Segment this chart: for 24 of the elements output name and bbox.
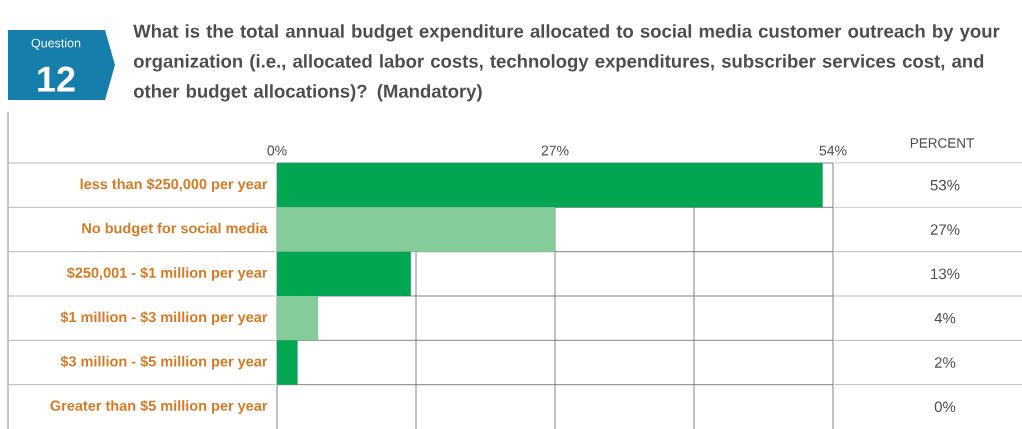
x-tick-label: 0% [267,145,287,156]
data-label: 53% [930,179,960,191]
data-label: 0% [934,401,956,413]
bar [277,251,411,297]
y-tick-label: $3 million - $5 million per year [60,355,268,370]
bar [277,163,823,208]
data-label: 2% [934,357,956,368]
y-tick-label: less than $250,000 per year [80,178,268,193]
data-label: 27% [930,224,960,235]
text: 12 [38,66,75,92]
bar [277,296,319,341]
bar [277,207,555,252]
y-tick-label: $250,001 - $1 million per year [66,266,268,281]
y-tick-label: No budget for social media [82,222,268,237]
bar [277,340,298,385]
x-tick-label: 54% [819,145,847,156]
y-tick-label: $1 million - $3 million per year [60,311,268,326]
data-label: 13% [931,268,960,280]
chart-title: What is the total annual budget expenditure allocated to social media customer outreach by your organization (i.e., allocated labor costs, technology expenditures, subscriber services cost, and other budget allocations)? (Mandatory) [133,24,1000,102]
y-tick-label: Greater than $5 million per year [50,399,268,414]
data-label: 4% [934,312,956,324]
text: PERCENT [910,138,974,148]
text: Question [31,38,81,50]
x-tick-label: 27% [541,145,569,156]
